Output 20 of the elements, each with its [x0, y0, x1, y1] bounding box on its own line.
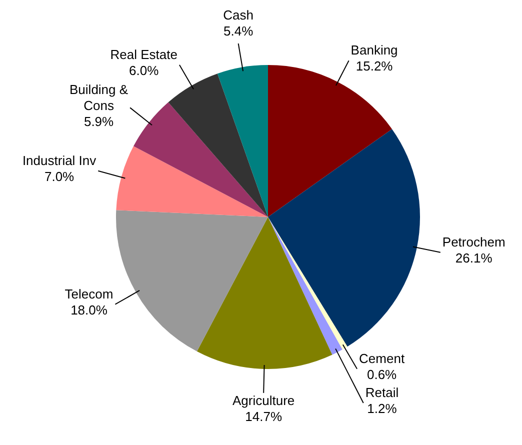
slice-label: Cash: [223, 8, 254, 23]
data-label: 26.1%: [455, 250, 493, 266]
data-label: 18.0%: [70, 302, 108, 318]
data-label: 0.6%: [366, 366, 398, 382]
data-label: 5.4%: [224, 24, 254, 39]
data-label: 14.7%: [245, 409, 282, 424]
slice-label: Retail: [365, 385, 399, 400]
data-label: 6.0%: [129, 62, 160, 78]
data-label: 5.9%: [84, 114, 114, 129]
slice-label: Banking: [350, 42, 398, 58]
slice-label: Industrial Inv: [22, 152, 97, 168]
slice-label: Building & Cons: [70, 82, 128, 113]
slice-label: Real Estate: [110, 46, 178, 62]
data-label: 1.2%: [367, 401, 398, 416]
slice-label: Agriculture: [232, 393, 295, 408]
data-label: 15.2%: [356, 58, 394, 74]
slice-label: Petrochem: [442, 234, 506, 250]
slice-label: Cement: [359, 350, 405, 366]
slice-label: Telecom: [64, 286, 114, 302]
data-label: 7.0%: [44, 168, 75, 184]
